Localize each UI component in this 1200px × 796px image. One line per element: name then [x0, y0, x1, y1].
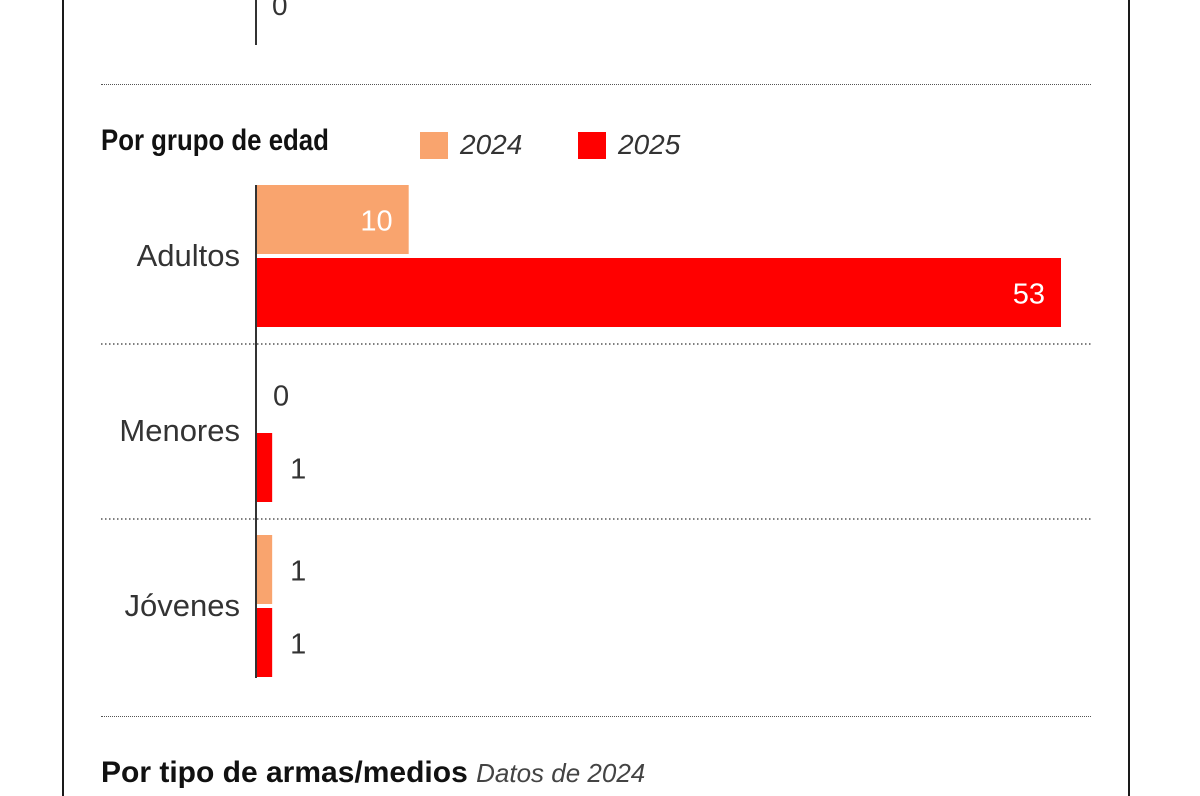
value-label-jovenes-2024: 1: [290, 556, 306, 588]
legend-item-2024: 2024: [420, 128, 522, 162]
value-label-adultos-2024: 10: [360, 206, 392, 238]
legend-label-2024: 2024: [460, 129, 523, 160]
bar-jovenes-2025: [257, 608, 273, 677]
section-divider-bottom: [101, 716, 1091, 717]
legend-swatch-2024: [420, 131, 448, 159]
previous-chart-axis: [255, 0, 257, 45]
bar-chart: Adultos 10 53 Menores 0 1 Jóvenes 1 1: [101, 185, 1091, 678]
bar-menores-2025: [257, 433, 273, 502]
legend-swatch-2025: [578, 131, 606, 159]
chart-frame: [62, 0, 1130, 796]
next-section-heading: Por tipo de armas/medios: [101, 756, 468, 789]
legend-item-2025: 2025: [578, 128, 680, 162]
category-label-adultos: Adultos: [137, 238, 240, 273]
value-label-menores-2024: 0: [273, 381, 289, 413]
previous-chart-value-label: 0: [272, 0, 288, 21]
category-label-jovenes: Jóvenes: [125, 588, 240, 623]
category-label-menores: Menores: [119, 413, 240, 448]
section-divider: [101, 84, 1091, 85]
value-label-adultos-2025: 53: [1013, 279, 1045, 311]
legend-label-2025: 2025: [618, 129, 681, 160]
value-label-menores-2025: 1: [290, 454, 306, 486]
section-title: Por grupo de edad: [101, 124, 329, 157]
bar-jovenes-2024: [257, 535, 273, 604]
next-section-title: Por tipo de armas/medios Datos de 2024: [101, 756, 645, 790]
value-label-jovenes-2025: 1: [290, 629, 306, 661]
bar-adultos-2025: [257, 258, 1061, 327]
next-section-subtitle: Datos de 2024: [476, 758, 646, 788]
bar-adultos-2024: [257, 185, 409, 254]
